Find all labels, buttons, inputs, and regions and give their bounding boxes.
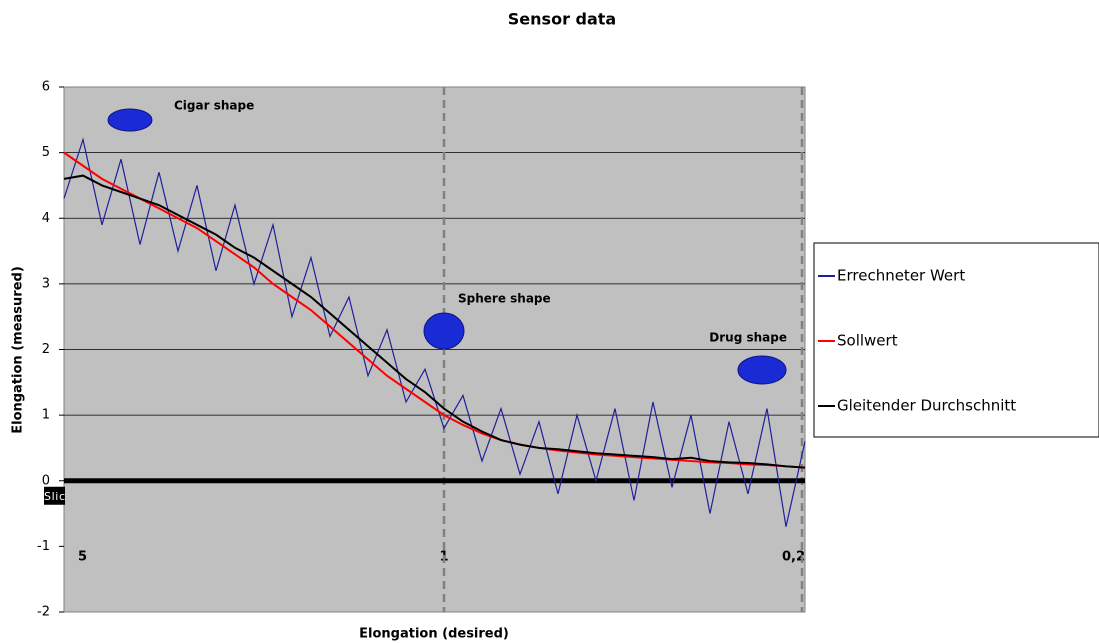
y-tick-label: 2 <box>42 342 50 357</box>
annotation: Drug shape <box>709 331 787 345</box>
y-tick-label: 5 <box>42 145 50 160</box>
slider-box <box>44 486 65 505</box>
y-tick-label: 1 <box>42 408 50 423</box>
y-tick-label: 0 <box>42 473 50 488</box>
y-tick-label: -1 <box>37 539 50 554</box>
shape-icon <box>423 312 465 350</box>
slider-label: Slic <box>44 490 65 503</box>
y-axis-label: Elongation (measured) <box>11 266 26 434</box>
chart-title: Sensor data <box>508 10 616 29</box>
shape-icon <box>107 108 153 132</box>
y-tick-label: 4 <box>42 211 50 226</box>
legend-label: Sollwert <box>837 332 898 350</box>
y-tick-label: -2 <box>37 605 50 620</box>
legend-label: Errechneter Wert <box>837 267 965 285</box>
legend-label: Gleitender Durchschnitt <box>837 397 1016 415</box>
series-line <box>63 174 806 469</box>
y-tick-label: 6 <box>42 80 50 95</box>
series-line <box>63 137 806 527</box>
y-tick-label: 3 <box>42 276 50 291</box>
x-tick-label: 0,2 <box>782 550 805 565</box>
series-line <box>63 151 806 469</box>
x-tick-label: 5 <box>78 550 87 565</box>
shape-icon <box>737 355 787 385</box>
legend <box>813 242 1099 438</box>
annotation: Cigar shape <box>174 99 254 113</box>
x-axis-label: Elongation (desired) <box>359 627 509 642</box>
annotation: Sphere shape <box>458 292 551 306</box>
